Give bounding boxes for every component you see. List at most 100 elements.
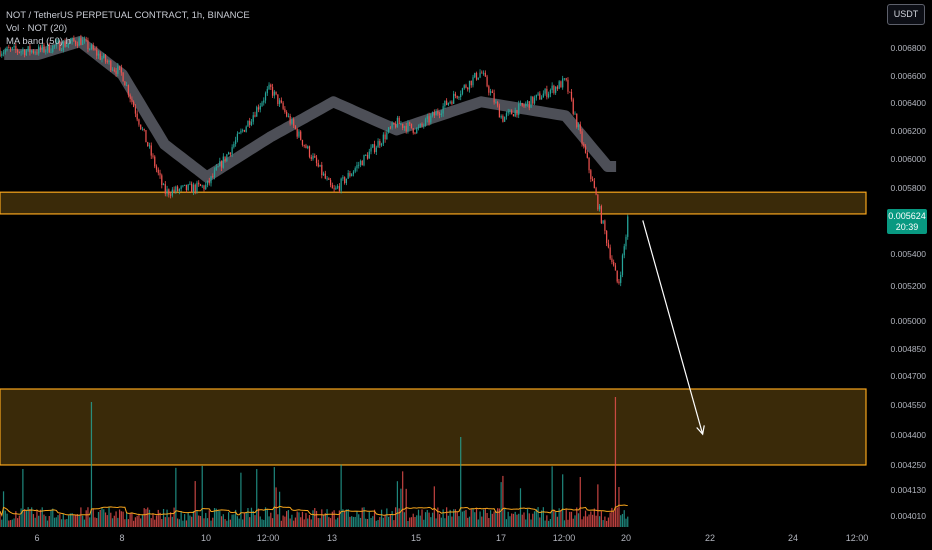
- volume-bar: [528, 513, 530, 527]
- candle-body: [136, 113, 138, 120]
- candle-body: [38, 46, 40, 54]
- volume-bar: [101, 507, 103, 527]
- candle-body: [231, 147, 233, 155]
- volume-bar: [289, 518, 291, 527]
- candle-body: [164, 184, 166, 194]
- candle-body: [157, 169, 159, 173]
- volume-bar: [437, 507, 439, 527]
- volume-bar: [157, 509, 159, 527]
- time-axis[interactable]: 6 8 10 12:00 13 15 17 12:00 20 22 24 12:00: [34, 533, 868, 543]
- candle-body: [62, 41, 64, 51]
- volume-bar: [417, 509, 420, 527]
- symbol-title[interactable]: NOT / TetherUS PERPETUAL CONTRACT, 1h, B…: [6, 10, 250, 21]
- volume-bar: [305, 513, 307, 527]
- candle-body: [621, 255, 624, 275]
- volume-bar: [433, 486, 435, 527]
- candle-body: [280, 100, 282, 103]
- volume-bar: [171, 516, 173, 527]
- candle-body: [456, 95, 458, 98]
- candle-body: [548, 93, 550, 98]
- price-tick-label: 0.004130: [891, 485, 927, 495]
- volume-bar: [140, 518, 142, 527]
- volume-bar: [518, 513, 520, 527]
- volume-layer: [0, 397, 629, 527]
- volume-bar: [284, 516, 286, 527]
- volume-bar: [110, 512, 112, 527]
- candle-body: [296, 128, 298, 137]
- candle-body: [176, 186, 179, 192]
- volume-bar: [574, 515, 576, 527]
- time-tick-label: 22: [705, 533, 715, 543]
- candle-body: [403, 126, 406, 128]
- volume-bar: [303, 519, 305, 527]
- price-tick-label: 0.006000: [891, 154, 927, 164]
- candle-body: [347, 173, 349, 179]
- volume-bar: [180, 511, 182, 527]
- ma-band-indicator-label[interactable]: MA band (50) h: [6, 36, 71, 47]
- candle-body: [497, 102, 499, 106]
- candle-body: [345, 178, 348, 184]
- candle-body: [321, 164, 323, 176]
- candle-body: [493, 93, 495, 103]
- candle-body: [289, 115, 291, 124]
- candle-body: [314, 155, 316, 158]
- candle-body: [326, 178, 328, 180]
- volume-bar: [240, 472, 242, 527]
- candle-body: [526, 101, 529, 104]
- candle-body: [71, 37, 73, 42]
- volume-bar: [542, 507, 544, 527]
- volume-bar: [296, 511, 298, 527]
- currency-button[interactable]: USDT: [887, 4, 925, 25]
- candle-body: [1, 53, 3, 56]
- volume-bar: [133, 520, 135, 527]
- candle-body: [549, 89, 551, 94]
- candle-body: [2, 52, 5, 54]
- candle-body: [46, 44, 49, 51]
- volume-bar: [607, 517, 610, 527]
- time-tick-label: 12:00: [846, 533, 869, 543]
- volume-bar: [600, 511, 602, 527]
- candle-body: [602, 220, 604, 224]
- candle-body: [83, 39, 86, 41]
- volume-indicator-label[interactable]: Vol · NOT (20): [6, 23, 68, 34]
- candle-body: [266, 88, 268, 94]
- time-tick-label: 17: [496, 533, 506, 543]
- volume-bar: [78, 514, 80, 527]
- time-tick-label: 6: [34, 533, 39, 543]
- volume-bar: [45, 516, 47, 527]
- candle-body: [458, 97, 460, 98]
- volume-bar: [31, 507, 33, 527]
- candle-body: [220, 161, 223, 168]
- candle-body: [43, 44, 45, 52]
- candle-body: [99, 53, 101, 60]
- volume-bar: [604, 516, 606, 527]
- candle-body: [148, 145, 151, 147]
- candle-body: [463, 85, 465, 89]
- volume-bar: [268, 516, 270, 527]
- candle-body: [247, 120, 249, 127]
- volume-bar: [287, 510, 290, 527]
- candle-body: [528, 101, 530, 108]
- volume-bar: [141, 514, 144, 527]
- candle-body: [627, 216, 629, 237]
- target-zone: [0, 388, 867, 466]
- volume-bar: [321, 509, 323, 527]
- volume-bar: [598, 516, 601, 527]
- volume-bar: [451, 516, 453, 527]
- candle-body: [500, 116, 502, 118]
- candle-body: [565, 78, 567, 80]
- volume-bar: [505, 519, 508, 527]
- candle-body: [614, 265, 617, 271]
- candle-body: [426, 116, 428, 120]
- volume-bar: [560, 510, 562, 527]
- candle-body: [521, 103, 523, 106]
- volume-bar: [199, 515, 202, 527]
- candle-body: [393, 122, 395, 125]
- candle-body: [430, 115, 432, 123]
- candle-body: [210, 176, 212, 184]
- volume-bar: [491, 513, 493, 527]
- volume-bar: [111, 518, 114, 527]
- volume-bar: [122, 511, 124, 527]
- volume-bar: [623, 510, 625, 527]
